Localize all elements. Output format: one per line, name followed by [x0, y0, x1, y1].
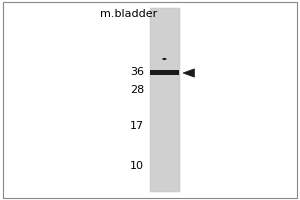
Text: 17: 17 — [130, 121, 144, 131]
Text: 10: 10 — [130, 161, 144, 171]
Polygon shape — [183, 69, 194, 77]
Bar — [150, 8, 180, 192]
Text: m.bladder: m.bladder — [100, 9, 158, 19]
Bar — [150, 70, 178, 75]
Text: 28: 28 — [130, 85, 144, 95]
Ellipse shape — [162, 58, 167, 60]
Text: 36: 36 — [130, 67, 144, 77]
